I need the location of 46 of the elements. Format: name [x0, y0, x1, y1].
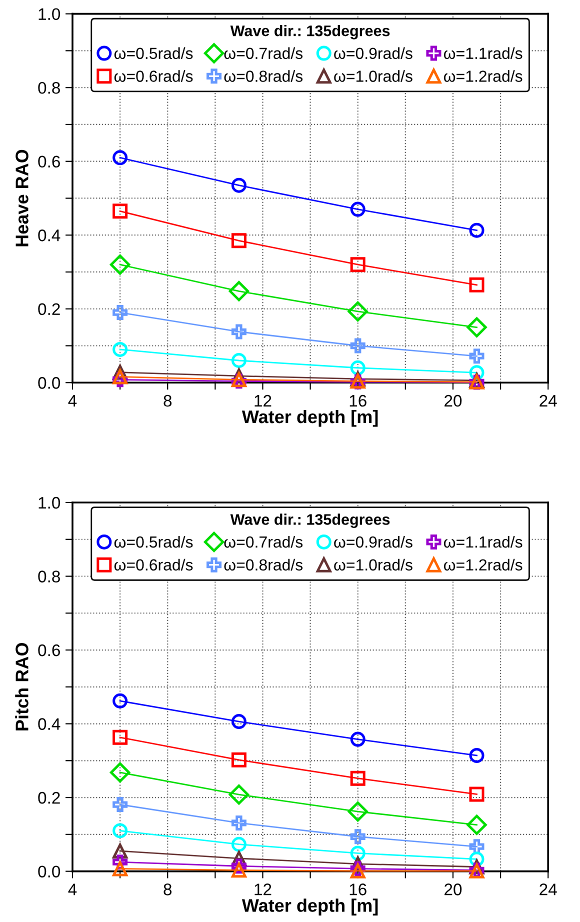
x-tick-label: 8 [164, 394, 172, 407]
y-tick-label: 0.8 [38, 570, 60, 582]
legend-label: ω=0.8rad/s [224, 558, 303, 571]
x-tick-label: 20 [444, 394, 462, 407]
y-tick-label: 0.4 [38, 718, 60, 730]
y-tick-label: 0.0 [38, 377, 60, 389]
y-tick-label: 0.2 [38, 303, 60, 316]
y-tick-label: 1.0 [38, 8, 60, 20]
legend-label: ω=0.8rad/s [224, 70, 303, 82]
x-tick-label: 4 [68, 395, 77, 407]
y-tick-label: 0.6 [38, 156, 60, 168]
x-tick-label: 16 [350, 394, 366, 407]
y-tick-label: 0.4 [38, 230, 60, 242]
legend-label: ω=0.7rad/s [224, 536, 303, 548]
x-tick-label: 20 [444, 884, 462, 896]
y-tick-label: 0.6 [38, 644, 60, 656]
legend-label: ω=0.6rad/s [114, 70, 193, 82]
legend-label: ω=1.0rad/s [334, 558, 412, 571]
legend-label: ω=0.6rad/s [114, 558, 193, 571]
x-tick-label: 8 [164, 884, 172, 896]
x-tick-label: 24 [540, 394, 557, 407]
y-axis-title: Pitch RAO [15, 643, 28, 730]
legend-label: ω=0.9rad/s [334, 536, 412, 548]
y-tick-label: 0.2 [38, 792, 60, 804]
legend-title: Wave dir.: 135degrees [230, 514, 390, 528]
x-tick-label: 12 [254, 394, 272, 407]
legend-label: ω=1.1rad/s [444, 536, 522, 548]
x-tick-label: 16 [350, 884, 366, 896]
legend-label: ω=1.2rad/s [444, 558, 522, 571]
y-tick-label: 0.0 [38, 866, 60, 878]
legend-label: ω=1.2rad/s [444, 70, 522, 82]
y-axis-title: Heave RAO [16, 150, 28, 246]
legend-label: ω=1.0rad/s [334, 70, 412, 82]
x-tick-label: 4 [68, 884, 77, 896]
legend-label: ω=0.5rad/s [114, 47, 193, 60]
legend-label: ω=0.7rad/s [224, 47, 303, 60]
x-tick-label: 24 [540, 884, 557, 896]
y-tick-label: 0.8 [38, 82, 60, 94]
legend-label: ω=0.9rad/s [334, 47, 412, 60]
legend-label: ω=0.5rad/s [114, 536, 193, 548]
x-axis-title: Water depth [m] [242, 410, 378, 427]
y-tick-label: 1.0 [38, 496, 60, 509]
legend-title: Wave dir.: 135degrees [230, 25, 390, 40]
legend-label: ω=1.1rad/s [444, 47, 522, 60]
x-axis-title: Water depth [m] [242, 898, 378, 916]
x-tick-label: 12 [254, 884, 272, 896]
